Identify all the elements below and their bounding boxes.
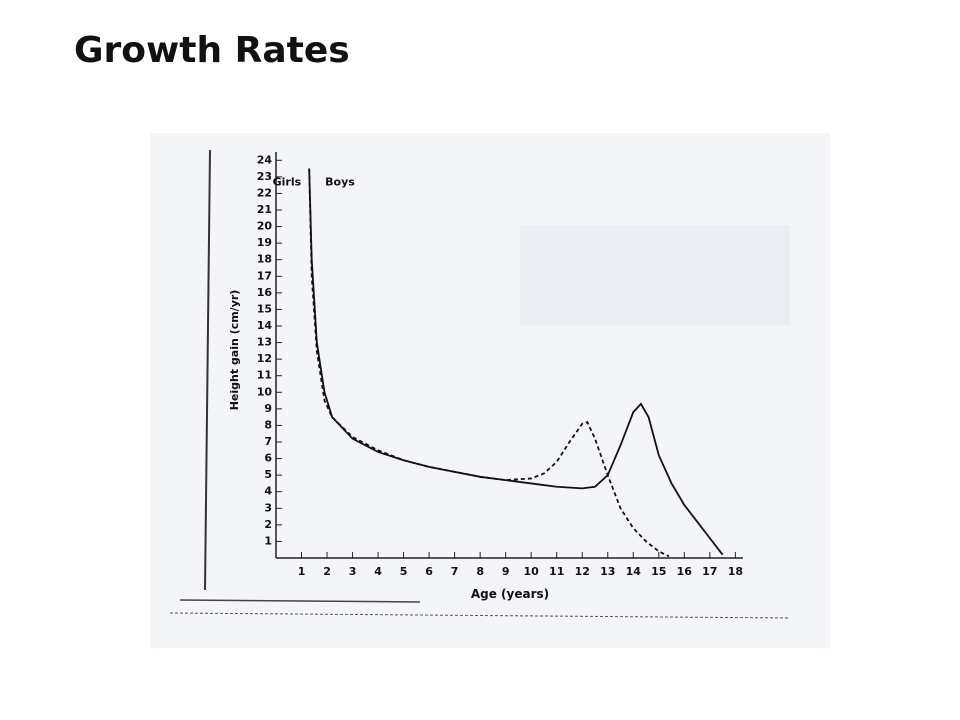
y-tick-label: 20 <box>257 220 273 233</box>
x-tick-label: 14 <box>626 565 642 578</box>
y-tick-label: 1 <box>264 534 272 547</box>
line-series <box>308 168 670 558</box>
slide-title: Growth Rates <box>74 30 350 71</box>
series-label: Girls <box>273 176 302 189</box>
y-tick-label: 24 <box>257 153 273 166</box>
x-tick-label: 5 <box>400 565 408 578</box>
scan-edge <box>169 612 791 619</box>
x-tick-label: 1 <box>298 565 306 578</box>
y-tick-label: 16 <box>257 286 273 299</box>
x-tick-label: 18 <box>728 565 743 578</box>
x-tick-label: 17 <box>702 565 717 578</box>
scan-background <box>150 133 830 648</box>
x-tick-label: 12 <box>575 565 590 578</box>
y-tick-label: 3 <box>264 501 272 514</box>
y-tick-label: 5 <box>264 468 272 481</box>
x-tick-label: 3 <box>349 565 357 578</box>
x-tick-label: 4 <box>374 565 382 578</box>
x-tick-label: 16 <box>677 565 693 578</box>
x-axis-label: Age (years) <box>471 587 549 601</box>
x-tick-label: 7 <box>451 565 459 578</box>
x-tick-label: 2 <box>323 565 331 578</box>
y-tick-label: 12 <box>257 352 272 365</box>
x-tick-label: 10 <box>524 565 540 578</box>
y-tick-label: 21 <box>257 203 272 216</box>
y-tick-label: 6 <box>264 452 272 465</box>
y-tick-label: 9 <box>264 402 272 415</box>
y-tick-label: 13 <box>257 336 272 349</box>
y-tick-label: 17 <box>257 269 272 282</box>
y-tick-label: 19 <box>257 236 272 249</box>
series-label: Boys <box>325 176 355 189</box>
y-tick-label: 11 <box>257 369 272 382</box>
scan-edge <box>179 599 421 603</box>
y-tick-label: 7 <box>264 435 272 448</box>
y-tick-label: 4 <box>264 485 272 498</box>
y-axis-label: Height gain (cm/yr) <box>228 290 241 411</box>
scan-edge <box>204 149 211 591</box>
y-tick-label: 22 <box>257 186 272 199</box>
y-tick-label: 8 <box>264 418 272 431</box>
scan-smudge <box>520 225 790 325</box>
y-tick-label: 23 <box>257 170 272 183</box>
x-tick-label: 9 <box>502 565 510 578</box>
x-tick-label: 8 <box>476 565 484 578</box>
x-tick-label: 15 <box>651 565 666 578</box>
y-tick-label: 18 <box>257 253 272 266</box>
y-tick-label: 2 <box>264 518 272 531</box>
x-tick-label: 11 <box>549 565 564 578</box>
y-tick-label: 10 <box>257 385 273 398</box>
x-tick-label: 6 <box>425 565 433 578</box>
y-tick-label: 14 <box>257 319 273 332</box>
x-tick-label: 13 <box>600 565 615 578</box>
y-tick-label: 15 <box>257 302 272 315</box>
line-series <box>308 168 724 556</box>
